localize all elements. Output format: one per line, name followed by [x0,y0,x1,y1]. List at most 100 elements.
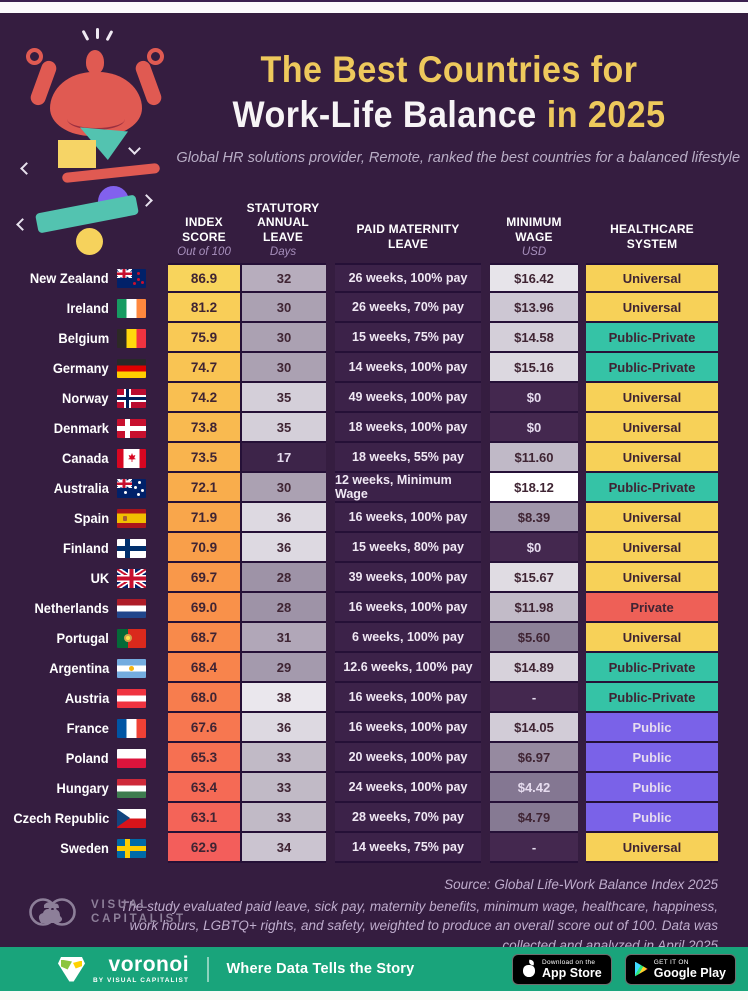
leave-cell: 30 [240,473,326,503]
healthcare-cell: Public [586,773,718,803]
country-name: Belgium [58,330,109,346]
visual-capitalist-logo-icon [29,898,76,926]
country-label-cell: Canada [0,443,168,473]
bottom-border-strip [0,991,748,1000]
maternity-cell: 18 weeks, 100% pay [335,413,481,443]
column-header-unit: Days [269,246,297,258]
country-label-cell: Sweden [0,833,168,863]
country-label-cell: Belgium [0,323,168,353]
voronoi-wordmark: voronoi BY VISUAL CAPITALIST [93,952,190,984]
leave-cell: 17 [240,443,326,473]
maternity-cell: 16 weeks, 100% pay [335,713,481,743]
column-header-line: INDEX [185,215,223,229]
wage-cell: $11.98 [490,593,578,623]
google-play-button[interactable]: GET IT ON Google Play [624,953,736,985]
column-header-leave: STATUTORY ANNUAL LEAVE Days [240,199,326,261]
maternity-cell: 49 weeks, 100% pay [335,383,481,413]
flag-es-icon [117,508,146,528]
leave-cell: 28 [240,593,326,623]
column-header-unit: USD [521,246,547,258]
country-name: Ireland [66,300,109,316]
maternity-cell: 20 weeks, 100% pay [335,743,481,773]
wage-cell: $14.05 [490,713,578,743]
maternity-cell: 12.6 weeks, 100% pay [335,653,481,683]
country-name: Portugal [56,630,109,646]
country-label-cell: Argentina [0,653,168,683]
healthcare-cell: Public-Private [586,683,718,713]
leave-cell: 34 [240,833,326,863]
score-cell: 71.9 [168,503,240,533]
maternity-cell: 26 weeks, 100% pay [335,263,481,293]
table-row: Ireland 81.2 30 26 weeks, 70% pay $13.96 Univ… [0,293,748,323]
country-name: Czech Republic [13,810,109,826]
wage-cell: $4.42 [490,773,578,803]
leave-cell: 35 [240,413,326,443]
leave-cell: 30 [240,293,326,323]
table-row: Poland 65.3 33 20 weeks, 100% pay $6.97 Publi… [0,743,748,773]
wage-cell: - [490,683,578,713]
hand-icon [26,48,43,65]
score-cell: 74.7 [168,353,240,383]
leave-cell: 28 [240,563,326,593]
score-cell: 68.0 [168,683,240,713]
country-label-cell: Netherlands [0,593,168,623]
country-name: Poland [66,750,109,766]
country-name: Hungary [56,780,109,796]
title-block: The Best Countries for Work-Life Balance… [168,47,740,166]
country-label-cell: Germany [0,353,168,383]
country-name: Canada [62,450,109,466]
score-cell: 62.9 [168,833,240,863]
score-cell: 69.0 [168,593,240,623]
column-header-line: PAID MATERNITY [356,222,460,236]
table-row: Belgium 75.9 30 15 weeks, 75% pay $14.58 Publ… [0,323,748,353]
maternity-cell: 16 weeks, 100% pay [335,503,481,533]
country-name: Argentina [48,660,109,676]
country-label-cell: Denmark [0,413,168,443]
country-name: Finland [63,540,109,556]
maternity-cell: 14 weeks, 75% pay [335,833,481,863]
wage-cell: $0 [490,383,578,413]
country-name: Australia [53,480,109,496]
google-play-icon [634,961,648,977]
hand-icon [147,48,164,65]
leave-cell: 30 [240,353,326,383]
leave-cell: 36 [240,503,326,533]
score-cell: 68.4 [168,653,240,683]
page-title-line2: Work-Life Balance in 2025 [232,94,666,135]
chevron-icon [128,142,141,155]
table-row: Norway 74.2 35 49 weeks, 100% pay $0 Universa… [0,383,748,413]
flag-se-icon [117,838,146,858]
country-name: UK [90,570,109,586]
maternity-cell: 14 weeks, 100% pay [335,353,481,383]
flag-fr-icon [117,718,146,738]
wage-cell: $14.58 [490,323,578,353]
table-row: Australia 72.1 30 12 weeks, Minimum Wage $18… [0,473,748,503]
flag-ca-icon [117,448,146,468]
table-row: Spain 71.9 36 16 weeks, 100% pay $8.39 Univer… [0,503,748,533]
column-header-line: HEALTHCARE [610,222,694,236]
country-label-cell: Poland [0,743,168,773]
leave-cell: 31 [240,623,326,653]
flag-de-icon [117,358,146,378]
healthcare-cell: Universal [586,383,718,413]
table-row: Germany 74.7 30 14 weeks, 100% pay $15.16 Pub… [0,353,748,383]
wage-cell: $5.60 [490,623,578,653]
wage-cell: $15.16 [490,353,578,383]
maternity-cell: 12 weeks, Minimum Wage [335,473,481,503]
maternity-cell: 24 weeks, 100% pay [335,773,481,803]
country-label-cell: Norway [0,383,168,413]
country-name: France [66,720,109,736]
wage-cell: $0 [490,413,578,443]
flag-dk-icon [117,418,146,438]
country-label-cell: Australia [0,473,168,503]
flag-be-icon [117,328,146,348]
app-store-button[interactable]: Download on the App Store [512,953,612,985]
table-row: Portugal 68.7 31 6 weeks, 100% pay $5.60 Univ… [0,623,748,653]
country-label-cell: Ireland [0,293,168,323]
table-row: Argentina 68.4 29 12.6 weeks, 100% pay $14.8… [0,653,748,683]
ray-icon [105,30,113,41]
country-name: Norway [62,390,109,406]
healthcare-cell: Universal [586,833,718,863]
healthcare-cell: Universal [586,623,718,653]
flag-at-icon [117,688,146,708]
